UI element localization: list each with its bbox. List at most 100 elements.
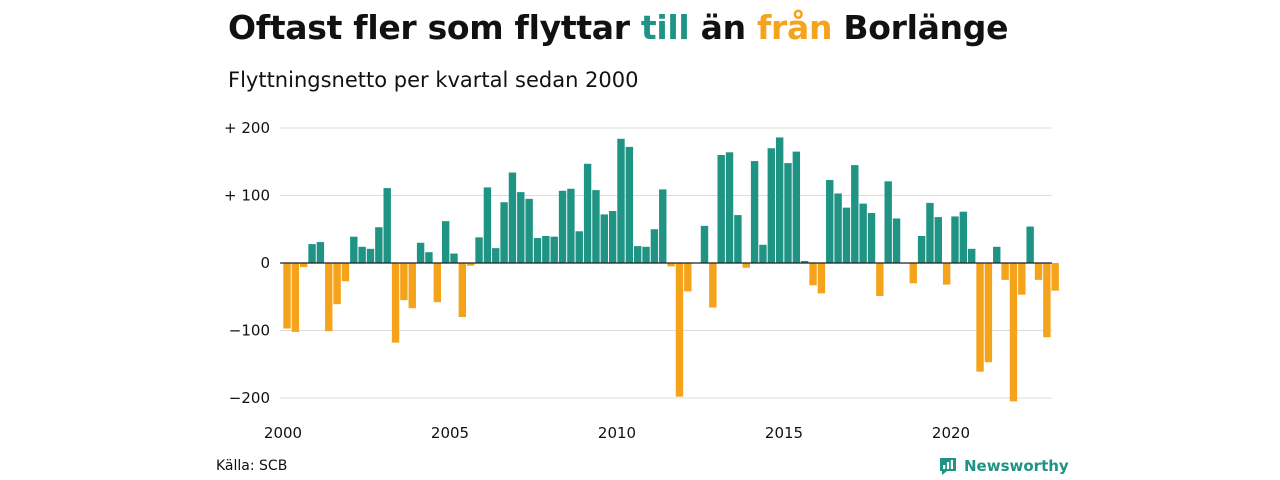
bar [1026, 226, 1034, 263]
bar [408, 263, 416, 309]
title-part-1: Oftast fler som flyttar [228, 8, 641, 47]
x-tick-label: 2015 [765, 424, 803, 442]
bar [759, 244, 767, 263]
bar [1009, 263, 1018, 402]
bar [801, 260, 809, 263]
bar [492, 248, 500, 263]
bar [867, 213, 876, 263]
newsworthy-logo-icon [940, 458, 956, 475]
bar [433, 263, 441, 303]
bar [951, 216, 959, 263]
bar [984, 263, 993, 363]
bar [968, 248, 976, 263]
bar [550, 236, 558, 263]
bar [300, 263, 308, 268]
bar [558, 190, 567, 263]
bar [784, 163, 792, 263]
bar [291, 263, 300, 332]
bar [617, 138, 625, 263]
bar [851, 165, 859, 263]
bar [325, 263, 333, 332]
bar [942, 263, 951, 285]
x-axis: 2000 2005 2010 2015 2020 [264, 424, 970, 442]
bar [333, 263, 341, 305]
bar [709, 263, 717, 308]
chart-title: Oftast fler som flyttar till än från Bor… [228, 8, 1008, 47]
chart-bars [283, 137, 1059, 402]
bar [483, 187, 492, 263]
bar [283, 263, 291, 329]
x-tick-label: 2010 [598, 424, 636, 442]
bar [458, 263, 467, 317]
source-note: Källa: SCB [216, 458, 288, 474]
bar [909, 263, 917, 284]
bar [366, 248, 375, 263]
bar [767, 148, 775, 263]
bar [775, 137, 784, 263]
bar [358, 246, 366, 263]
bar [934, 217, 942, 263]
bar [742, 263, 750, 268]
bar [308, 244, 316, 263]
bar [542, 236, 550, 263]
bar [684, 263, 692, 292]
bar [634, 246, 642, 263]
bar [475, 237, 483, 263]
bar [642, 246, 650, 263]
bar [508, 172, 517, 263]
bar [717, 155, 725, 263]
bar [650, 229, 659, 263]
bar [1034, 263, 1043, 280]
bar [700, 225, 709, 263]
bar [725, 152, 734, 263]
bar [959, 211, 968, 263]
bar [416, 242, 425, 263]
bar [608, 211, 617, 263]
bar [917, 236, 926, 263]
bar [667, 263, 675, 267]
bar [734, 215, 742, 263]
bar [1051, 263, 1059, 291]
y-tick-label: −200 [229, 389, 270, 407]
bar [525, 198, 533, 263]
bar [842, 207, 851, 263]
bar [441, 221, 450, 263]
bar [450, 253, 458, 263]
bar [575, 231, 583, 263]
bar [993, 246, 1001, 263]
bar [350, 236, 358, 263]
x-tick-label: 2020 [932, 424, 970, 442]
brand-name: Newsworthy [964, 457, 1069, 475]
bar [400, 263, 408, 301]
bar [750, 161, 759, 263]
brand-logo: Newsworthy [938, 456, 1069, 476]
y-tick-label: −100 [229, 322, 270, 340]
bar [600, 214, 608, 263]
bar [1018, 263, 1026, 295]
bar [391, 263, 400, 343]
bar [859, 203, 867, 263]
x-tick-label: 2000 [264, 424, 302, 442]
bar [926, 202, 934, 263]
title-part-fran: från [756, 8, 833, 47]
bar [467, 263, 475, 266]
bar [809, 263, 817, 286]
bar [817, 263, 826, 294]
bar [383, 188, 391, 263]
bar [500, 202, 508, 263]
title-part-3: än [689, 8, 757, 47]
bar [892, 218, 901, 263]
y-tick-label: 0 [260, 254, 270, 272]
bar [884, 181, 892, 263]
bar [567, 188, 575, 263]
y-axis: + 200 + 100 0 −100 −200 [224, 119, 270, 407]
y-tick-label: + 100 [224, 187, 270, 205]
x-tick-label: 2005 [431, 424, 469, 442]
bar [517, 192, 525, 263]
title-part-5: Borlänge [832, 8, 1009, 47]
y-tick-label: + 200 [224, 119, 270, 137]
bar [792, 151, 801, 263]
bar [659, 189, 667, 263]
bar [533, 238, 542, 263]
